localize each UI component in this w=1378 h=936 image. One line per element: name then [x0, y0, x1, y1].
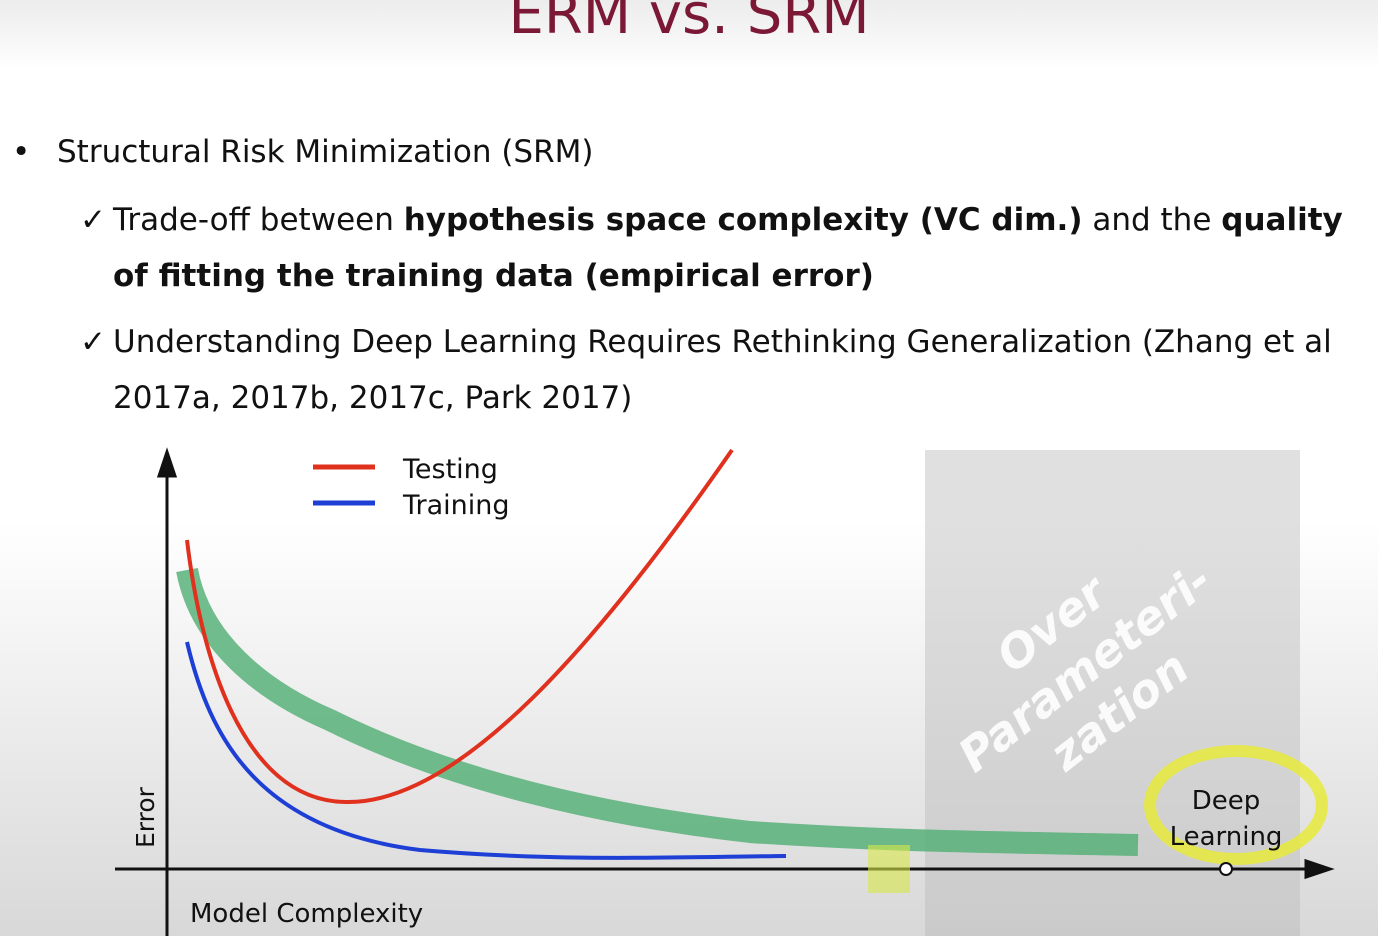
text-segment: quality of fitting the training data (em… — [113, 202, 1343, 294]
arrow — [1304, 858, 1335, 880]
annotation: Learning — [1170, 822, 1283, 852]
training-curve — [185, 641, 787, 860]
marker — [1219, 862, 1233, 876]
text-segment: Understanding Deep Learning Requires Ret… — [113, 324, 1332, 416]
bullet-text: Structural Risk Minimization (SRM) — [57, 134, 594, 170]
text-segment: and the — [1082, 202, 1222, 238]
text-segment: hypothesis space complexity (VC dim.) — [403, 202, 1083, 238]
text-segment: Trade-off between — [113, 202, 404, 238]
highlight — [868, 845, 910, 893]
check-marker: ✓ — [80, 202, 106, 238]
annotation: Deep — [1192, 786, 1261, 816]
bullet-marker: • — [12, 134, 31, 170]
generalization-band — [176, 567, 1139, 856]
highlight-circle — [1144, 745, 1328, 865]
legend-label: Training — [402, 490, 510, 521]
check-marker: ✓ — [80, 324, 106, 360]
check-text: Understanding Deep Learning Requires Ret… — [113, 314, 1368, 426]
check-text: Trade-off between hypothesis space compl… — [113, 192, 1368, 304]
slide-title: ERM vs. SRM — [508, 0, 870, 47]
arrow — [156, 447, 178, 478]
x-axis-label: Model Complexity — [190, 899, 423, 929]
y-axis-label: Error — [131, 786, 160, 848]
legend-label: Testing — [402, 454, 498, 485]
testing-curve — [185, 448, 734, 805]
